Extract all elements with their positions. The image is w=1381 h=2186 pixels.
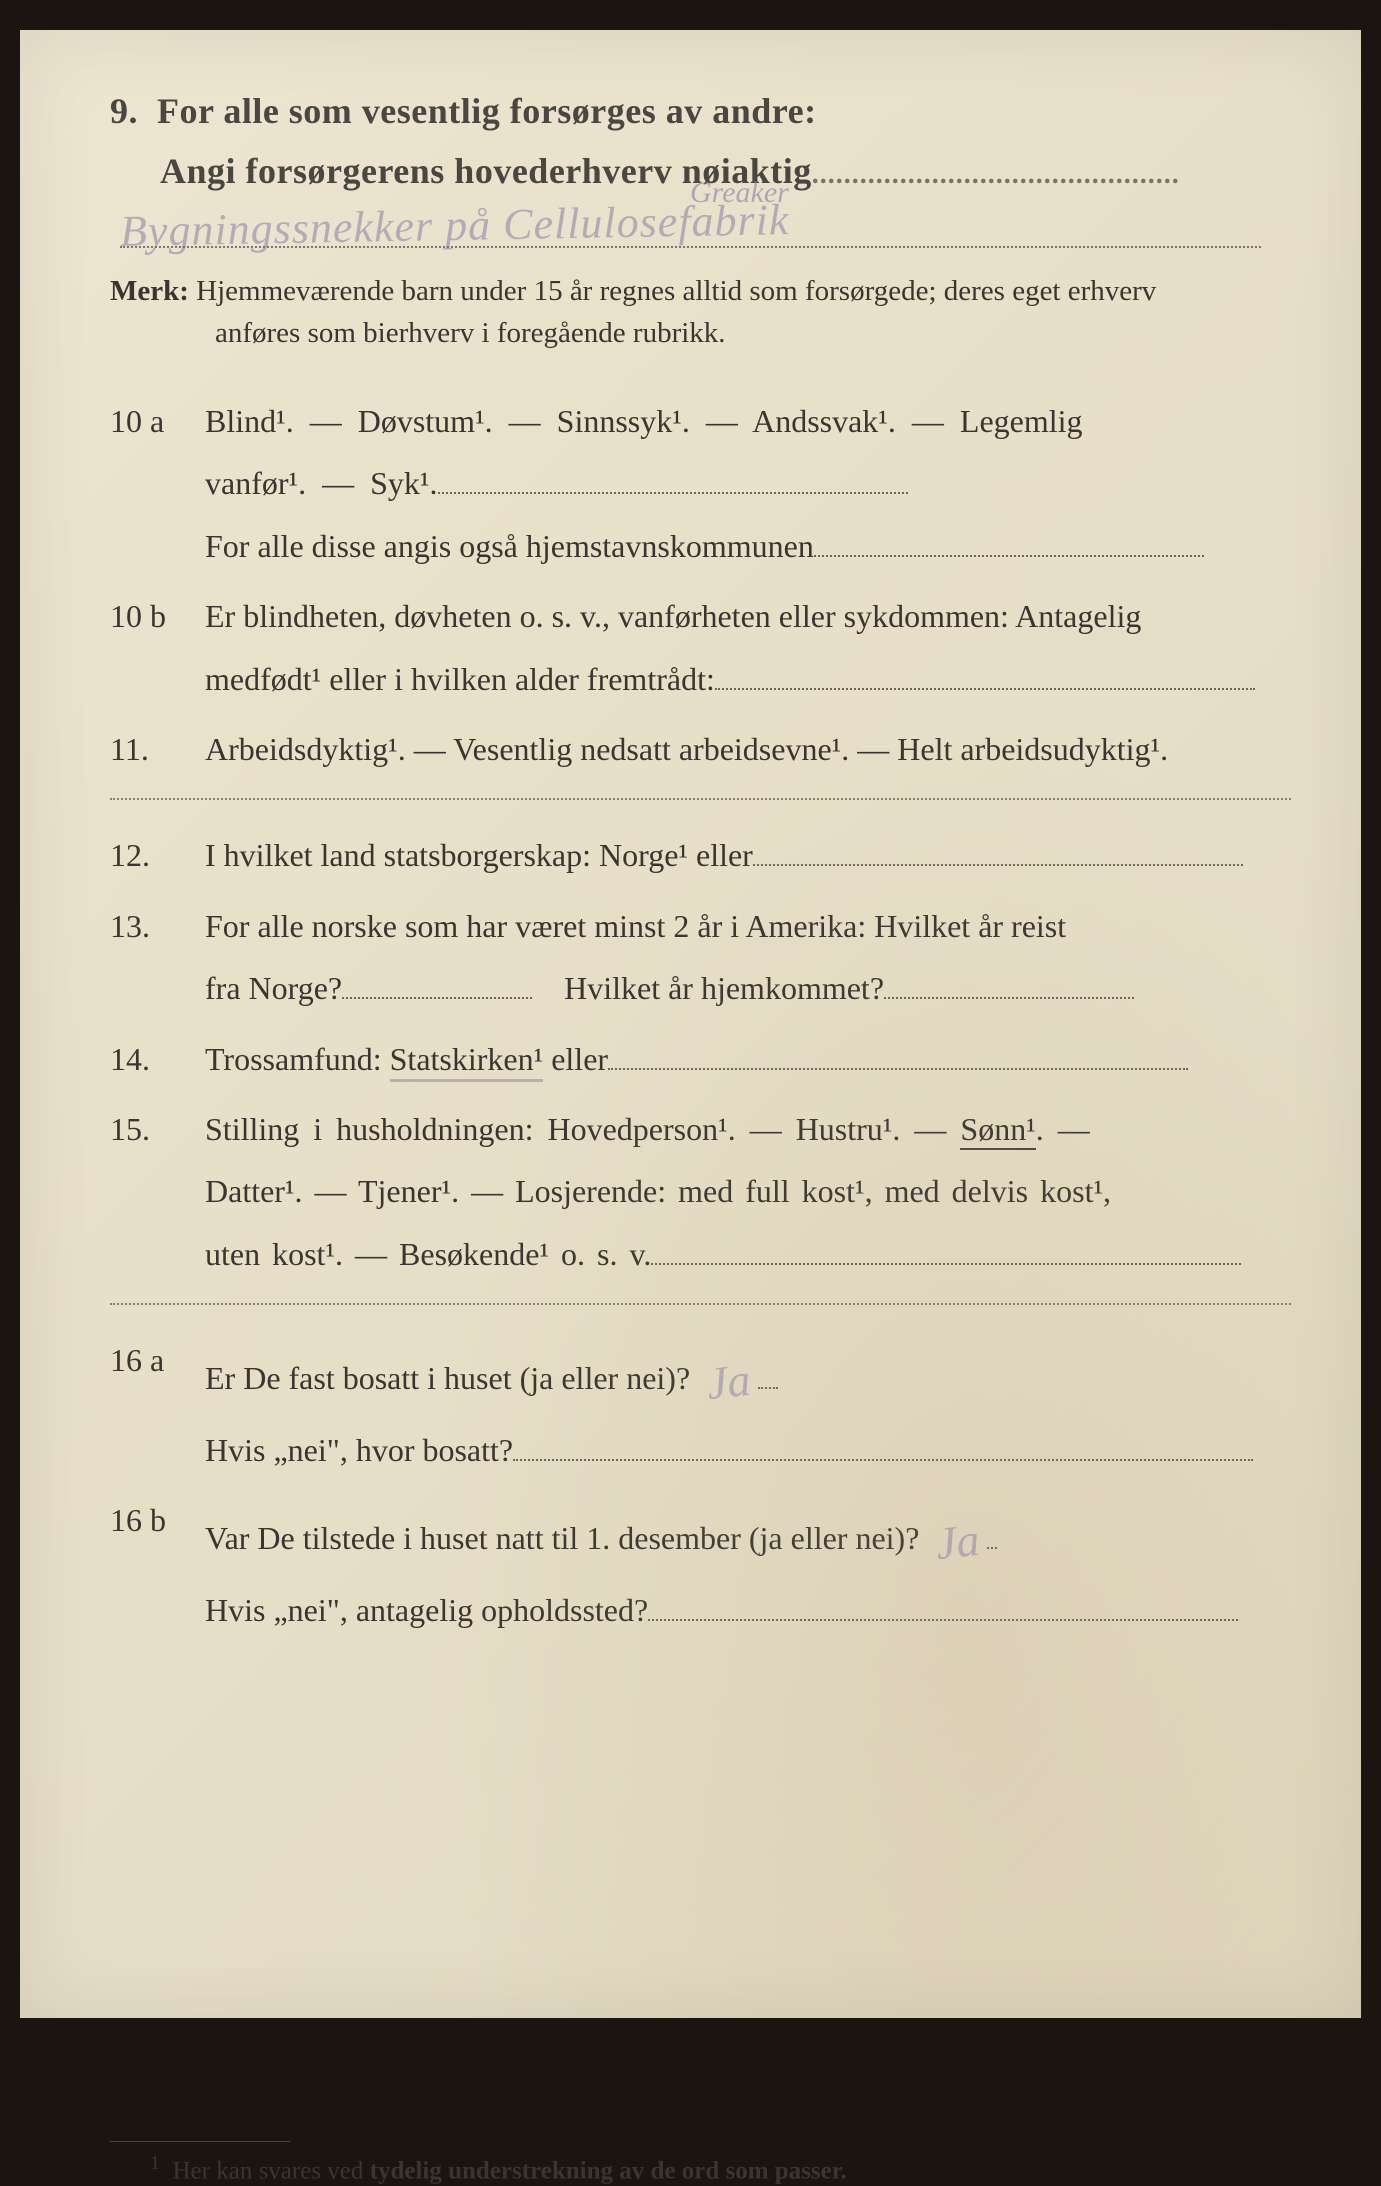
divider xyxy=(110,798,1291,800)
footnote-rule xyxy=(110,2141,290,2142)
merk-note: Merk: Hjemmeværende barn under 15 år reg… xyxy=(110,270,1291,354)
question-16a: 16 a Er De fast bosatt i huset (ja eller… xyxy=(110,1329,1291,1481)
q16a-answer: Ja xyxy=(702,1335,755,1429)
q10a-options: Blind¹. — Døvstum¹. — Sinnssyk¹. — Andss… xyxy=(205,390,1291,452)
divider xyxy=(110,1303,1291,1305)
question-12: 12. I hvilket land statsborgerskap: Norg… xyxy=(110,824,1291,886)
question-16b: 16 b Var De tilstede i huset natt til 1.… xyxy=(110,1489,1291,1641)
q16b-answer: Ja xyxy=(932,1495,985,1589)
question-13: 13. For alle norske som har været minst … xyxy=(110,895,1291,1020)
q9-answer-line: Greaker Bygningssnekker på Cellulosefabr… xyxy=(120,200,1291,250)
question-11: 11. Arbeidsdyktig¹. — Vesentlig nedsatt … xyxy=(110,718,1291,780)
q15-selected: Sønn¹ xyxy=(960,1111,1035,1150)
footnote: 1 Her kan svares ved tydelig understrekn… xyxy=(150,2152,1291,2185)
question-14: 14. Trossamfund: Statskirken¹ eller xyxy=(110,1028,1291,1090)
question-10a: 10 a Blind¹. — Døvstum¹. — Sinnssyk¹. — … xyxy=(110,390,1291,577)
question-15: 15. Stilling i husholdningen: Hovedperso… xyxy=(110,1098,1291,1285)
q9-heading: 9. For alle som vesentlig forsørges av a… xyxy=(110,90,1291,132)
question-10b: 10 b Er blindheten, døvheten o. s. v., v… xyxy=(110,585,1291,710)
question-9: 9. For alle som vesentlig forsørges av a… xyxy=(110,90,1291,250)
census-form-page: 9. For alle som vesentlig forsørges av a… xyxy=(20,30,1361,2018)
q14-selected: Statskirken¹ xyxy=(390,1041,544,1082)
